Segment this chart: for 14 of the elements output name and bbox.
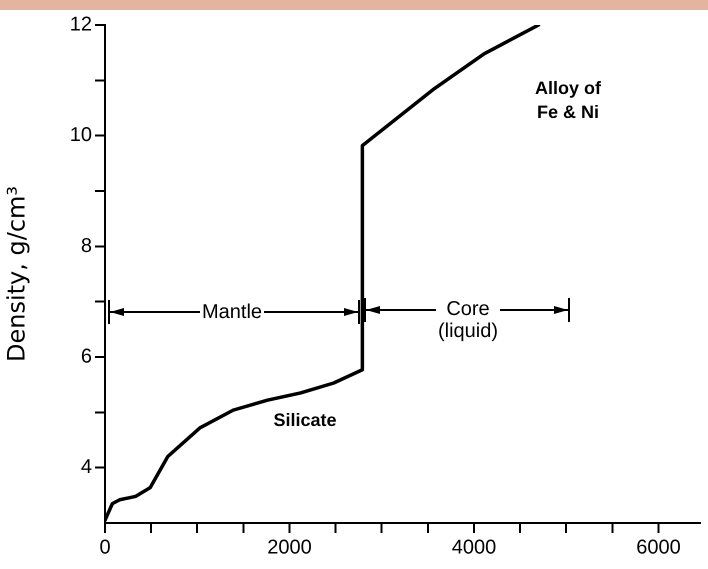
annotation: Alloy of Fe & Ni — [534, 77, 602, 124]
y-tick-label: 12 — [70, 14, 92, 36]
annotation: Mantle — [200, 301, 264, 323]
annotation: Core (liquid) — [436, 298, 500, 342]
y-tick-label: 10 — [70, 124, 92, 146]
annotation: Silicate — [272, 409, 338, 432]
y-axis-title: Density, g/cm³ — [2, 186, 31, 362]
y-tick-label: 4 — [80, 456, 92, 478]
x-tick-label: 0 — [99, 536, 111, 559]
y-tick-label: 6 — [80, 346, 92, 368]
x-tick-label: 2000 — [267, 536, 312, 559]
y-tick-label: 8 — [80, 234, 92, 257]
x-tick-label: 4000 — [452, 536, 496, 559]
x-tick-label: 6000 — [636, 536, 681, 559]
